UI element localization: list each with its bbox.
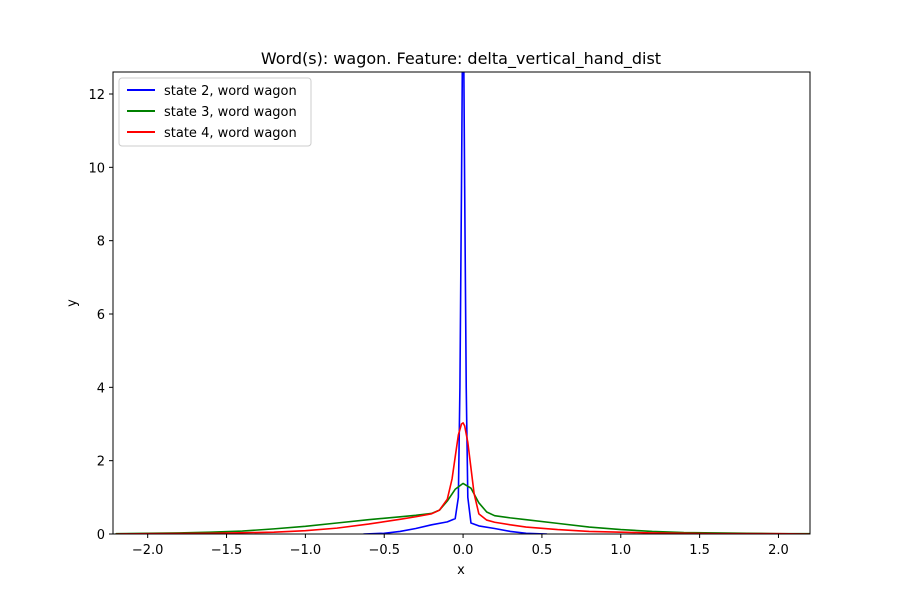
legend-label-state-4: state 4, word wagon (164, 126, 297, 141)
x-tick-label: −1.5 (211, 543, 243, 558)
x-tick-label: 1.5 (689, 543, 710, 558)
plot-area: −2.0 −1.5 −1.0 −0.5 0.0 0.5 1.0 1.5 2.0 0 2 4 6 8 10 12… (88, 71, 811, 558)
y-tick-label: 12 (88, 88, 105, 103)
plot-frame (112, 71, 811, 535)
x-tick-label: −2.0 (132, 543, 164, 558)
legend-label-state-2: state 2, word wagon (164, 84, 297, 99)
x-tick-label: 2.0 (768, 543, 789, 558)
x-tick-label: 0.0 (453, 543, 474, 558)
legend-label-state-3: state 3, word wagon (164, 105, 297, 120)
y-axis-label: y (65, 299, 80, 307)
series-line-state-4 (115, 422, 810, 534)
series-line-state-3 (115, 482, 810, 534)
x-axis-label: x (457, 563, 465, 578)
legend: state 2, word wagon state 3, word wagon st… (118, 77, 312, 147)
y-tick-label: 4 (97, 381, 105, 396)
x-tick-label: −0.5 (368, 543, 400, 558)
series-lines (115, 72, 810, 534)
y-tick-label: 2 (97, 455, 105, 470)
y-tick-label: 10 (88, 161, 105, 176)
x-tick-label: 0.5 (532, 543, 553, 558)
legend-box (118, 77, 312, 147)
y-tick-label: 8 (97, 235, 105, 250)
y-tick-label: 6 (97, 308, 105, 323)
x-tick-label: −1.0 (290, 543, 322, 558)
series-line-state-2 (362, 72, 548, 534)
x-tick-label: 1.0 (610, 543, 631, 558)
y-tick-label: 0 (97, 528, 105, 543)
chart-title: Word(s): wagon. Feature: delta_vertical_… (261, 49, 661, 69)
